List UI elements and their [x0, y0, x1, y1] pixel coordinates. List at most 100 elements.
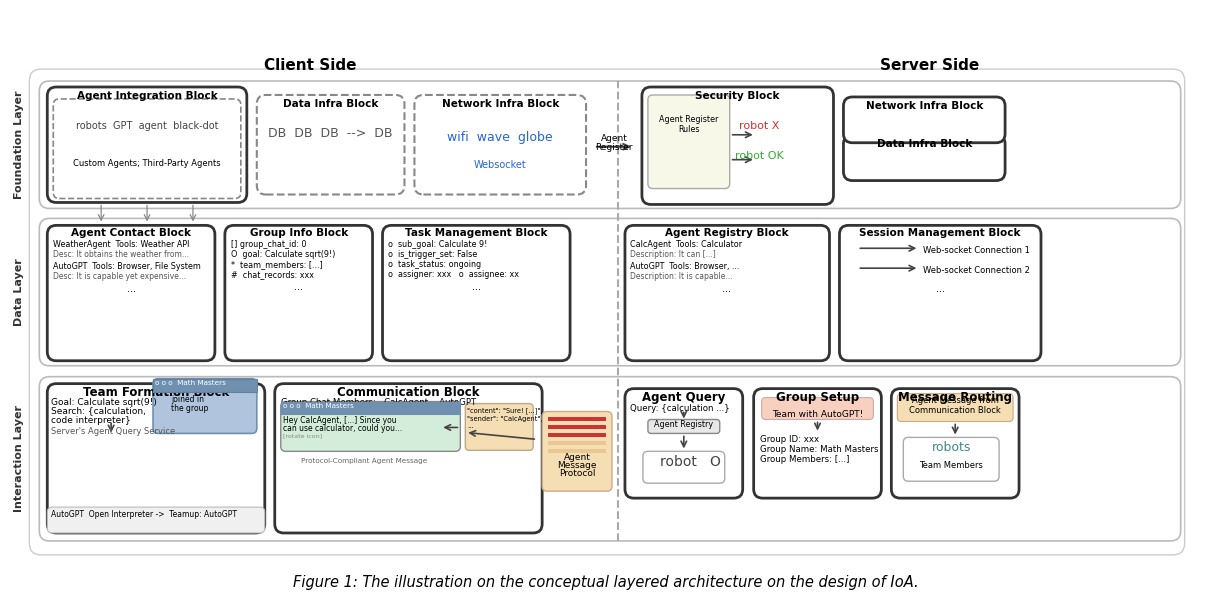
FancyBboxPatch shape: [625, 389, 743, 498]
FancyBboxPatch shape: [39, 81, 1180, 208]
FancyBboxPatch shape: [844, 97, 1005, 142]
Bar: [548, 433, 606, 437]
FancyBboxPatch shape: [39, 376, 1180, 541]
Text: Agent: Agent: [564, 453, 590, 462]
Text: can use calculator, could you...: can use calculator, could you...: [282, 424, 402, 433]
FancyBboxPatch shape: [281, 402, 461, 451]
Text: Message Routing: Message Routing: [898, 391, 1012, 403]
Text: Agent: Agent: [600, 134, 628, 143]
FancyBboxPatch shape: [153, 379, 257, 433]
Text: Desc: It is capable yet expensive...: Desc: It is capable yet expensive...: [53, 272, 187, 281]
Text: Data Infra Block: Data Infra Block: [282, 99, 378, 109]
Text: Session Management Block: Session Management Block: [859, 228, 1021, 238]
Text: robot   O: robot O: [659, 456, 721, 469]
FancyBboxPatch shape: [625, 225, 829, 361]
Text: ...: ...: [468, 424, 474, 429]
Text: Agent Registry Block: Agent Registry Block: [665, 228, 789, 238]
FancyBboxPatch shape: [29, 69, 1184, 555]
FancyBboxPatch shape: [897, 394, 1013, 421]
Text: Communication Block: Communication Block: [909, 406, 1001, 414]
Text: the group: the group: [171, 403, 208, 413]
FancyBboxPatch shape: [53, 99, 241, 198]
Text: Data Layer: Data Layer: [15, 258, 24, 326]
Text: O  goal: Calculate sqrt(9!): O goal: Calculate sqrt(9!): [230, 251, 336, 259]
Text: DB  DB  DB  -->  DB: DB DB DB --> DB: [268, 127, 393, 140]
Text: Description: It can [...]: Description: It can [...]: [630, 251, 716, 259]
Text: robot X: robot X: [739, 121, 779, 131]
Text: robots: robots: [932, 441, 971, 454]
Text: Security Block: Security Block: [696, 91, 781, 101]
Text: o o o  Math Masters: o o o Math Masters: [282, 403, 354, 408]
FancyBboxPatch shape: [225, 225, 372, 361]
Text: Description: It is capable...: Description: It is capable...: [630, 272, 732, 281]
Text: Team with AutoGPT!: Team with AutoGPT!: [772, 410, 863, 419]
Text: Rules: Rules: [678, 125, 699, 134]
Text: Group Setup: Group Setup: [776, 391, 859, 403]
FancyBboxPatch shape: [648, 419, 720, 433]
Text: Server Side: Server Side: [880, 58, 979, 72]
Text: AutoGPT  Tools: Browser, File System: AutoGPT Tools: Browser, File System: [53, 262, 201, 271]
Text: #  chat_records: xxx: # chat_records: xxx: [230, 270, 314, 279]
FancyBboxPatch shape: [761, 398, 874, 419]
Text: Communication Block: Communication Block: [337, 386, 480, 398]
Text: wifi  wave  globe: wifi wave globe: [447, 131, 553, 144]
Text: "sender": "CalcAgent",: "sender": "CalcAgent",: [468, 416, 543, 421]
Text: Query: {calculation ...}: Query: {calculation ...}: [630, 403, 730, 413]
Text: Custom Agents; Third-Party Agents: Custom Agents; Third-Party Agents: [73, 158, 221, 168]
Text: "content": "Sure! [...]",: "content": "Sure! [...]",: [468, 408, 543, 414]
Text: o  sub_goal: Calculate 9!: o sub_goal: Calculate 9!: [389, 240, 488, 249]
Text: o  assigner: xxx   o  assignee: xx: o assigner: xxx o assignee: xx: [389, 270, 520, 279]
Text: ...: ...: [126, 284, 136, 294]
Text: Agent Register: Agent Register: [659, 115, 719, 124]
Text: Desc: It obtains the weather from...: Desc: It obtains the weather from...: [53, 251, 189, 259]
Text: Group Chat Members:   CalcAgent    AutoGPT: Group Chat Members: CalcAgent AutoGPT: [281, 398, 476, 406]
FancyBboxPatch shape: [383, 225, 570, 361]
Text: ...: ...: [936, 284, 944, 294]
Text: Agent Query: Agent Query: [642, 391, 726, 403]
Text: Figure 1: The illustration on the conceptual layered architecture on the design : Figure 1: The illustration on the concep…: [293, 575, 919, 590]
Text: ...: ...: [471, 282, 481, 292]
Text: Websocket: Websocket: [474, 160, 527, 169]
Text: Agent Contact Block: Agent Contact Block: [72, 228, 191, 238]
Text: Team Formation Block: Team Formation Block: [82, 386, 229, 398]
Bar: [548, 426, 606, 429]
Text: code interpreter}: code interpreter}: [51, 416, 131, 424]
Bar: [548, 449, 606, 453]
Text: robots  GPT  agent  black-dot: robots GPT agent black-dot: [76, 121, 218, 131]
FancyBboxPatch shape: [257, 95, 405, 195]
Text: Group Info Block: Group Info Block: [250, 228, 348, 238]
Text: Server's Agent Query Service: Server's Agent Query Service: [51, 427, 176, 437]
FancyBboxPatch shape: [275, 384, 542, 533]
FancyBboxPatch shape: [47, 507, 264, 533]
Text: Web-socket Connection 1: Web-socket Connection 1: [924, 246, 1030, 255]
FancyBboxPatch shape: [47, 87, 247, 203]
Text: Task Management Block: Task Management Block: [405, 228, 548, 238]
FancyBboxPatch shape: [840, 225, 1041, 361]
Text: Team Members: Team Members: [919, 461, 983, 470]
Text: Group Members: [...]: Group Members: [...]: [760, 456, 850, 464]
Bar: [548, 418, 606, 421]
Bar: [153, 379, 257, 392]
FancyBboxPatch shape: [415, 95, 587, 195]
FancyBboxPatch shape: [39, 219, 1180, 366]
Text: ...: ...: [295, 282, 303, 292]
Text: AutoGPT  Open Interpreter ->  Teamup: AutoGPT: AutoGPT Open Interpreter -> Teamup: Auto…: [51, 510, 238, 519]
Text: Agent Message from: Agent Message from: [911, 395, 999, 405]
Text: Group Name: Math Masters: Group Name: Math Masters: [760, 445, 879, 454]
Text: Web-socket Connection 2: Web-socket Connection 2: [924, 266, 1030, 275]
FancyBboxPatch shape: [465, 403, 533, 450]
Text: ...: ...: [722, 284, 731, 294]
Text: Foundation Layer: Foundation Layer: [15, 90, 24, 199]
FancyBboxPatch shape: [754, 389, 881, 498]
Text: Hey CalcAgent, [...] Since you: Hey CalcAgent, [...] Since you: [282, 416, 396, 424]
FancyBboxPatch shape: [648, 95, 730, 188]
FancyBboxPatch shape: [542, 411, 612, 491]
Text: o  task_status: ongoing: o task_status: ongoing: [389, 260, 481, 269]
Text: Agent Integration Block: Agent Integration Block: [76, 91, 217, 101]
Text: Search: {calculation,: Search: {calculation,: [51, 406, 147, 416]
Text: Protocol: Protocol: [559, 469, 595, 478]
Text: robot OK: robot OK: [736, 150, 784, 161]
FancyBboxPatch shape: [844, 135, 1005, 181]
Text: Client Side: Client Side: [264, 58, 356, 72]
FancyBboxPatch shape: [903, 437, 999, 481]
